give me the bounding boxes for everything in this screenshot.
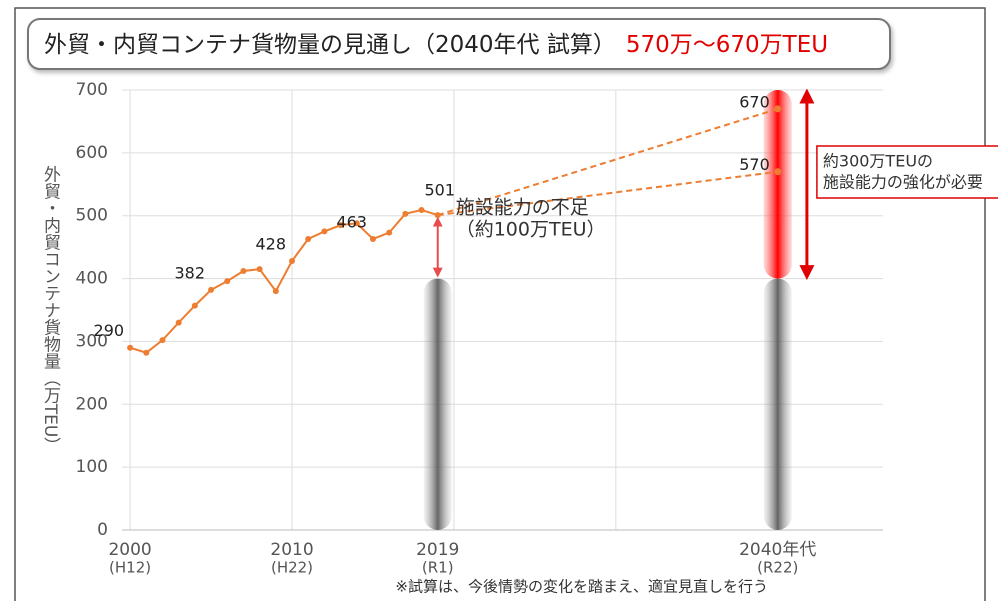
data-label: 670 bbox=[739, 92, 770, 111]
data-point bbox=[402, 210, 409, 217]
data-label: 501 bbox=[424, 181, 455, 200]
data-point bbox=[386, 229, 393, 236]
projection-point bbox=[774, 105, 782, 113]
data-point bbox=[418, 207, 425, 214]
data-point bbox=[191, 302, 198, 309]
data-point bbox=[272, 288, 279, 295]
annotation-text: 施設能力の強化が必要 bbox=[823, 173, 983, 192]
data-point bbox=[208, 286, 215, 293]
y-axis-label: 外貿・内貿コンテナ貨物量（万TEU） bbox=[40, 166, 61, 455]
data-point bbox=[127, 344, 134, 351]
y-tick-label: 200 bbox=[76, 394, 108, 414]
data-label: 428 bbox=[255, 234, 286, 253]
y-tick-label: 500 bbox=[76, 206, 108, 226]
data-label: 290 bbox=[94, 321, 125, 340]
y-tick-label: 100 bbox=[76, 457, 108, 477]
annotation-text: 約300万TEUの bbox=[823, 152, 933, 171]
range-band bbox=[763, 278, 792, 530]
x-tick-sublabel: (H12) bbox=[109, 559, 151, 577]
data-point bbox=[434, 212, 441, 219]
data-point bbox=[159, 337, 166, 344]
data-point bbox=[321, 228, 328, 235]
data-label: 382 bbox=[175, 263, 206, 282]
data-point bbox=[175, 319, 182, 326]
projection-line bbox=[437, 170, 778, 217]
y-tick-label: 300 bbox=[76, 331, 108, 351]
annotation-text: 施設能力の不足 bbox=[456, 197, 589, 219]
range-band bbox=[423, 278, 452, 530]
chart-title: 外貿・内貿コンテナ貨物量の見通し（2040年代 試算） 570万～670万TEU bbox=[44, 32, 828, 58]
title-highlight: 570万～670万TEU bbox=[626, 32, 828, 58]
annotation-text: （約100万TEU） bbox=[456, 219, 606, 241]
y-tick-label: 0 bbox=[97, 520, 108, 540]
y-tick-label: 400 bbox=[76, 269, 108, 289]
range-band bbox=[763, 90, 792, 279]
data-point bbox=[305, 235, 312, 242]
data-point bbox=[256, 266, 263, 273]
data-point bbox=[337, 222, 344, 229]
data-point bbox=[353, 220, 360, 227]
y-tick-label: 700 bbox=[76, 80, 108, 100]
y-tick-label: 600 bbox=[76, 143, 108, 163]
data-label: 570 bbox=[739, 155, 770, 174]
x-tick-label: 2019 bbox=[416, 540, 459, 560]
frame bbox=[14, 7, 986, 601]
x-tick-label: 2040年代 bbox=[739, 540, 816, 560]
data-point bbox=[369, 235, 376, 242]
title-main: 外貿・内貿コンテナ貨物量の見通し（2040年代 試算） bbox=[44, 32, 616, 58]
x-tick-label: 2010 bbox=[270, 540, 313, 560]
title-box bbox=[27, 18, 891, 70]
footnote: ※試算は、今後情勢の変化を踏まえ、適宜見直しを行う bbox=[395, 578, 768, 596]
data-point bbox=[240, 268, 247, 275]
x-tick-sublabel: (R22) bbox=[757, 559, 798, 577]
annotation-box bbox=[816, 145, 998, 199]
data-label: 463 bbox=[336, 212, 367, 231]
x-tick-label: 2000 bbox=[108, 540, 151, 560]
data-point bbox=[143, 349, 150, 356]
projection-point bbox=[774, 168, 782, 176]
data-point bbox=[224, 278, 231, 285]
x-tick-sublabel: (H22) bbox=[271, 559, 313, 577]
x-tick-sublabel: (R1) bbox=[422, 559, 454, 577]
data-point bbox=[289, 257, 296, 264]
